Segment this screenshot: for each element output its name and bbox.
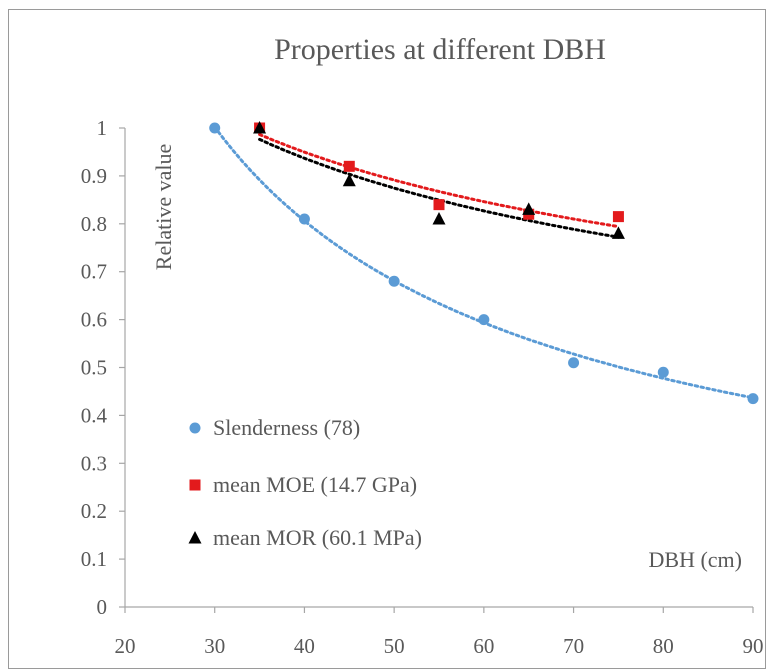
x-axis-label: DBH (cm) <box>649 547 742 572</box>
data-point-series-1 <box>747 393 759 405</box>
y-tick-label: 0 <box>97 595 108 619</box>
x-tick-label: 60 <box>473 634 494 658</box>
legend-marker <box>189 422 201 434</box>
trendline-series-1 <box>213 125 755 400</box>
y-tick-label: 0.4 <box>81 403 108 427</box>
x-tick-label: 40 <box>294 634 315 658</box>
trendline-series-2 <box>258 133 620 228</box>
x-tick-label: 80 <box>653 634 674 658</box>
chart-title: Properties at different DBH <box>274 33 606 66</box>
x-tick-label: 50 <box>384 634 405 658</box>
y-tick-label: 0.6 <box>81 308 107 332</box>
data-point-series-1 <box>298 213 310 225</box>
y-tick-label: 0.3 <box>81 451 107 475</box>
data-point-series-1 <box>478 314 490 326</box>
data-point-series-1 <box>568 357 580 369</box>
legend-marker <box>188 531 202 544</box>
x-tick-label: 30 <box>204 634 225 658</box>
legend-entry: mean MOR (60.1 MPa) <box>188 525 422 550</box>
legend-entry: Slenderness (78) <box>189 415 360 440</box>
legend-entry: mean MOE (14.7 GPa) <box>189 472 417 497</box>
data-point-series-3 <box>253 121 267 134</box>
data-point-series-3 <box>611 226 625 239</box>
data-point-series-3 <box>432 212 446 225</box>
data-point-series-2 <box>343 160 355 172</box>
y-tick-label: 0.1 <box>81 547 107 571</box>
y-axis-label: Relative value <box>151 144 176 270</box>
data-point-series-3 <box>522 202 536 215</box>
data-point-series-1 <box>388 275 400 287</box>
chart-frame <box>8 9 766 669</box>
x-tick-label: 90 <box>743 634 764 658</box>
data-point-series-1 <box>657 366 669 378</box>
y-tick-label: 0.8 <box>81 212 107 236</box>
y-tick-label: 0.7 <box>81 260 107 284</box>
legend-label: mean MOE (14.7 GPa) <box>213 472 417 497</box>
legend-label: mean MOR (60.1 MPa) <box>213 525 422 550</box>
x-tick-label: 70 <box>563 634 584 658</box>
y-tick-label: 0.9 <box>81 164 107 188</box>
data-point-series-1 <box>209 122 221 134</box>
data-point-series-3 <box>342 173 356 187</box>
y-tick-label: 1 <box>97 116 108 140</box>
legend-label: Slenderness (78) <box>213 415 360 440</box>
data-point-series-2 <box>612 211 624 223</box>
data-point-series-2 <box>433 199 445 211</box>
y-tick-label: 0.5 <box>81 356 107 380</box>
x-tick-label: 20 <box>115 634 136 658</box>
y-tick-label: 0.2 <box>81 499 107 523</box>
legend-marker <box>189 479 201 491</box>
